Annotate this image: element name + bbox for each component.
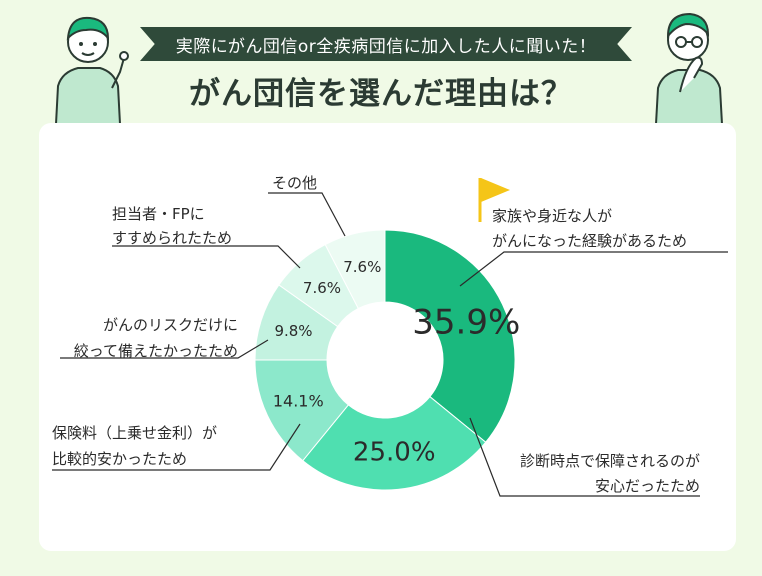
slice-category-label: 比較的安かったため [52, 450, 187, 468]
slice-category-label: がんのリスクだけに [103, 316, 238, 334]
page-title: がん団信を選んだ理由は？ [189, 76, 573, 112]
leader-line [268, 192, 346, 237]
slice-value-label: 7.6% [303, 279, 341, 297]
flag-icon [481, 178, 510, 202]
survey-banner: 実際にがん団信or全疾病団信に加入した人に聞いた！ [140, 27, 632, 61]
slice-value-label: 25.0% [353, 438, 436, 468]
donut-slice [302, 395, 487, 491]
slice-category-label: 絞って備えたかったため [74, 342, 238, 360]
slice-category-label: 診断時点で保障されるのが [520, 452, 700, 470]
leader-line [112, 245, 301, 269]
slice-value-label: 14.1% [273, 392, 324, 411]
person-thinking-illustration [654, 12, 724, 124]
donut-slice [384, 229, 516, 443]
leader-line [52, 423, 301, 471]
slice-value-label: 9.8% [274, 322, 312, 340]
donut-slice [324, 229, 386, 310]
slice-category-label: その他 [272, 174, 317, 192]
slice-value-label: 35.9% [412, 302, 520, 342]
slice-value-label: 7.6% [343, 258, 381, 276]
person-pointing-illustration [54, 16, 129, 124]
leader-line [459, 251, 728, 287]
slice-category-label: 保険料（上乗せ金利）が [52, 424, 217, 442]
leader-line [469, 417, 700, 497]
leader-line [60, 339, 269, 359]
slice-category-label: 担当者・FPに [112, 205, 205, 223]
slice-category-label: 家族や身近な人が [492, 207, 612, 225]
slice-category-label: すすめられたため [112, 229, 232, 247]
slice-category-label: がんになった経験があるため [492, 232, 687, 250]
slice-category-label: 安心だったため [595, 477, 700, 495]
